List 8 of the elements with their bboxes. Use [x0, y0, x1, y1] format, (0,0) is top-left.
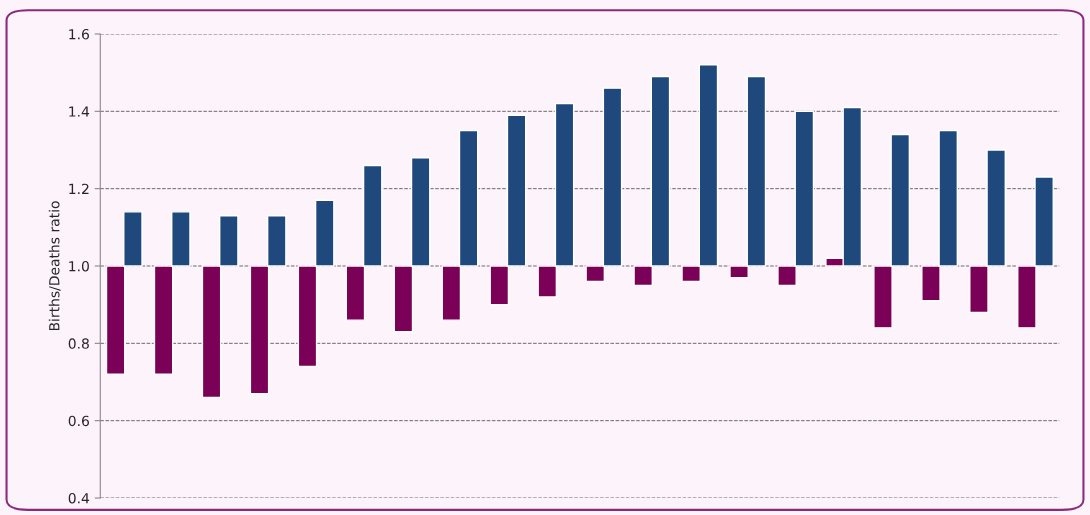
y-axis-title: Births/Deaths ratio — [48, 201, 61, 331]
y-tick-label: 0.6 — [68, 415, 89, 427]
y-tick-label: 0.4 — [68, 492, 90, 504]
y-tick-label: 1.2 — [69, 183, 89, 194]
y-tick-label: 1.4 — [69, 106, 90, 117]
y-tick-label: 1.6 — [69, 28, 89, 40]
y-tick-label: 0.8 — [68, 338, 89, 349]
y-tick-label: 1.0 — [69, 260, 89, 272]
